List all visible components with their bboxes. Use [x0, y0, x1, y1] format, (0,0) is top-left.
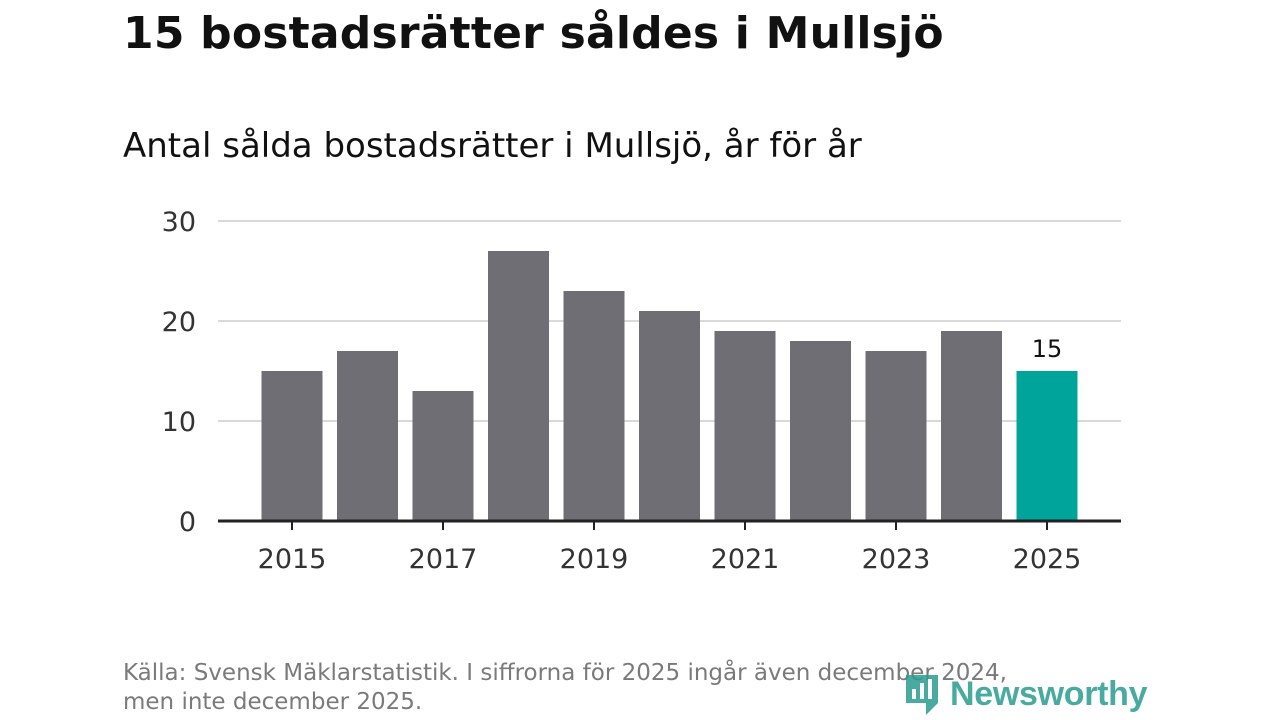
- y-tick-label-10: 10: [162, 407, 196, 438]
- x-tick-label-2015: 2015: [258, 544, 327, 575]
- newsworthy-bar-chart-icon: [906, 675, 938, 715]
- y-tick-label-20: 20: [162, 307, 196, 338]
- logo-text: Newsworthy: [950, 674, 1148, 713]
- x-tick-label-2019: 2019: [560, 544, 629, 575]
- source-note: Källa: Svensk Mäklarstatistik. I siffror…: [123, 659, 1123, 717]
- x-tick-label-2025: 2025: [1013, 544, 1082, 575]
- newsworthy-logo: Newsworthy: [902, 670, 1148, 718]
- x-tick-label-2021: 2021: [711, 544, 780, 575]
- bar-2023: [865, 351, 927, 521]
- bar-2025: [1016, 371, 1078, 521]
- bar-2019: [563, 291, 625, 521]
- bar-2017: [412, 391, 474, 521]
- bar-2018: [488, 251, 549, 521]
- chart-title: 15 bostadsrätter såldes i Mullsjö: [123, 8, 944, 59]
- bar-2022: [790, 341, 851, 521]
- y-tick-label-0: 0: [179, 507, 196, 538]
- x-tick-label-2017: 2017: [409, 544, 478, 575]
- bar-2016: [337, 351, 398, 521]
- x-tick-label-2023: 2023: [862, 544, 931, 575]
- source-line-1: Källa: Svensk Mäklarstatistik. I siffror…: [123, 660, 1007, 686]
- chart-subtitle: Antal sålda bostadsrätter i Mullsjö, år …: [123, 126, 862, 166]
- source-line-2: men inte december 2025.: [123, 689, 423, 715]
- y-tick-label-30: 30: [162, 207, 196, 238]
- data-label-2025: 15: [1032, 335, 1063, 363]
- bar-2021: [714, 331, 776, 521]
- bar-2020: [639, 311, 700, 521]
- bar-2015: [261, 371, 323, 521]
- bar-2024: [941, 331, 1002, 521]
